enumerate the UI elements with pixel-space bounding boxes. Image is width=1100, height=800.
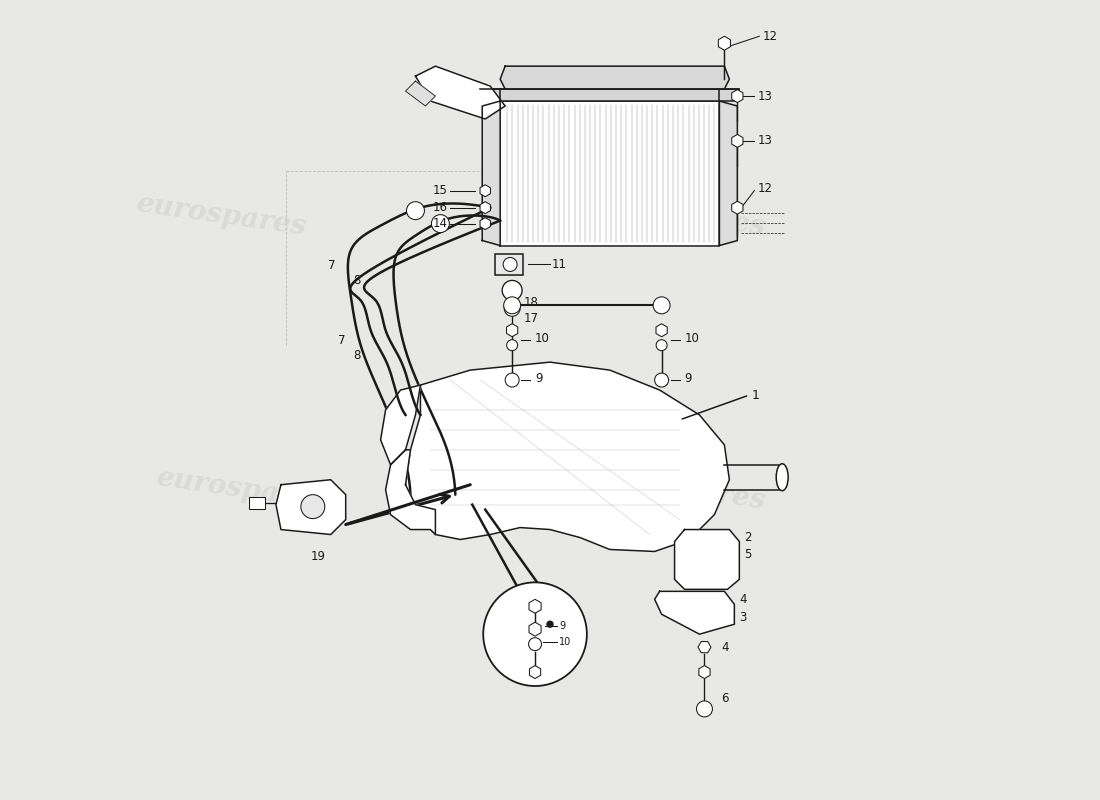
Polygon shape <box>416 66 505 119</box>
Text: 19: 19 <box>311 550 326 563</box>
Text: eurospares: eurospares <box>154 464 328 515</box>
Text: 8: 8 <box>353 349 361 362</box>
Circle shape <box>407 202 425 220</box>
Circle shape <box>431 214 450 233</box>
Circle shape <box>547 622 553 627</box>
Circle shape <box>505 373 519 387</box>
Circle shape <box>507 340 518 350</box>
Polygon shape <box>482 101 500 246</box>
Text: 14: 14 <box>432 217 448 230</box>
Circle shape <box>483 582 587 686</box>
Text: 18: 18 <box>524 296 539 309</box>
Text: 3: 3 <box>739 610 747 624</box>
Polygon shape <box>276 480 345 534</box>
Text: 4: 4 <box>722 641 729 654</box>
Text: 11: 11 <box>552 258 567 271</box>
Circle shape <box>504 300 520 316</box>
Polygon shape <box>674 530 739 590</box>
Text: 17: 17 <box>524 312 539 325</box>
Text: 7: 7 <box>338 334 345 346</box>
Polygon shape <box>406 362 729 551</box>
Text: 9: 9 <box>535 371 542 385</box>
Text: eurospares: eurospares <box>134 190 308 241</box>
Circle shape <box>653 297 670 314</box>
Polygon shape <box>386 450 436 534</box>
Circle shape <box>301 494 324 518</box>
Text: 16: 16 <box>432 201 448 214</box>
Polygon shape <box>406 81 436 106</box>
Circle shape <box>503 258 517 271</box>
Text: 2: 2 <box>745 531 751 544</box>
Text: 9: 9 <box>559 622 565 631</box>
Polygon shape <box>500 66 729 89</box>
Polygon shape <box>500 101 719 246</box>
Text: 9: 9 <box>684 371 692 385</box>
Circle shape <box>503 281 522 300</box>
Bar <box>481 89 739 101</box>
Text: 13: 13 <box>757 90 772 102</box>
Polygon shape <box>719 101 737 246</box>
Text: 7: 7 <box>328 259 336 272</box>
Text: 10: 10 <box>559 637 571 647</box>
Bar <box>249 497 265 509</box>
Text: eurospares: eurospares <box>593 464 767 515</box>
Text: 8: 8 <box>353 274 361 287</box>
FancyBboxPatch shape <box>495 254 524 275</box>
Circle shape <box>504 297 520 314</box>
Circle shape <box>529 638 541 650</box>
Text: 12: 12 <box>762 30 778 42</box>
Circle shape <box>696 701 713 717</box>
Polygon shape <box>381 385 420 465</box>
Text: eurospares: eurospares <box>593 190 767 241</box>
Ellipse shape <box>777 464 789 490</box>
Circle shape <box>654 373 669 387</box>
Text: 5: 5 <box>745 548 751 561</box>
Text: 4: 4 <box>739 593 747 606</box>
Text: 1: 1 <box>751 389 759 402</box>
Text: 6: 6 <box>722 693 729 706</box>
Polygon shape <box>654 591 735 634</box>
Text: 13: 13 <box>757 134 772 147</box>
Text: 10: 10 <box>684 332 700 345</box>
Circle shape <box>656 340 667 350</box>
Text: 10: 10 <box>535 332 550 345</box>
Text: 15: 15 <box>432 184 448 198</box>
Text: 12: 12 <box>757 182 772 195</box>
